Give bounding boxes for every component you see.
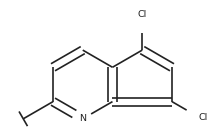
- Text: Cl: Cl: [138, 10, 147, 19]
- Text: N: N: [79, 114, 86, 123]
- Text: Cl: Cl: [199, 113, 208, 122]
